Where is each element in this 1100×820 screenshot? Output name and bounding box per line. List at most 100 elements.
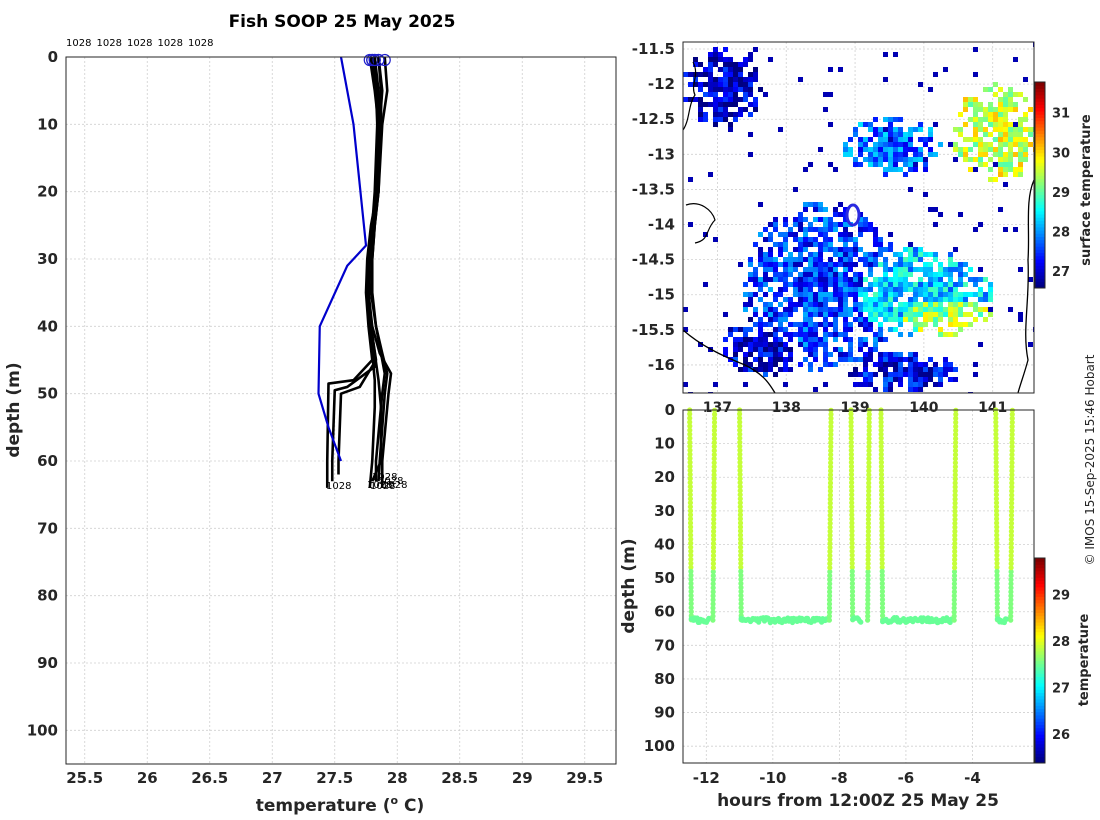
sst-cell (718, 67, 723, 72)
sst-cell (753, 277, 758, 282)
sst-cell (808, 162, 813, 167)
sst-cell (933, 207, 938, 212)
sst-cell (988, 287, 993, 292)
sst-cell (963, 102, 968, 107)
section-point (865, 524, 872, 530)
sst-cell (868, 317, 873, 322)
section-point (1008, 536, 1014, 543)
sst-cell (853, 157, 858, 162)
sst-cell (758, 297, 763, 302)
section-point (951, 573, 958, 579)
sst-cell (898, 382, 903, 387)
section-point (687, 500, 694, 506)
sst-cell (838, 202, 843, 207)
map-y-tick-label: -12.5 (632, 110, 675, 128)
section-point (688, 564, 694, 570)
sst-cell (898, 252, 903, 257)
sst-cell (838, 212, 843, 217)
section-point (827, 540, 833, 547)
sst-cell (748, 52, 753, 57)
section-point (848, 451, 855, 457)
colorbar-swatch (1035, 110, 1045, 115)
section-point (951, 577, 958, 583)
sst-cell (793, 292, 798, 297)
section-point (737, 524, 744, 530)
section-point (848, 423, 854, 429)
colorbar-swatch (1035, 213, 1045, 218)
section-point (879, 484, 885, 490)
section-point (711, 520, 717, 526)
sst-cell (953, 292, 958, 297)
sst-cell (918, 322, 923, 327)
sst-cell (783, 272, 788, 277)
sst-cell (913, 367, 918, 372)
section-point (688, 601, 694, 607)
sst-cell (998, 112, 1003, 117)
section-point (826, 613, 833, 619)
sst-cell (808, 287, 813, 292)
section-point (711, 423, 718, 430)
sst-cell (988, 297, 993, 302)
sst-cell (788, 347, 793, 352)
section-point (1008, 617, 1014, 623)
sst-cell (748, 257, 753, 262)
sst-cell (993, 117, 998, 122)
sst-cell (813, 307, 818, 312)
sst-cell (753, 347, 758, 352)
sst-cell (863, 372, 868, 377)
sst-cell (763, 267, 768, 272)
section-point (828, 431, 834, 438)
sst-cell (713, 97, 718, 102)
sst-cell (778, 342, 783, 347)
sst-cell (863, 227, 868, 232)
sst-cell (978, 342, 983, 347)
sst-cell (928, 267, 933, 272)
sst-cell (803, 337, 808, 342)
section-point (737, 516, 744, 522)
section-point (994, 564, 1000, 570)
sst-cell (808, 237, 813, 242)
sst-cell (813, 277, 818, 282)
section-point (865, 593, 871, 599)
section-point (952, 488, 958, 494)
sst-cell (763, 322, 768, 327)
sst-cell (853, 262, 858, 267)
profile-line (337, 56, 380, 475)
sst-cell (798, 212, 803, 217)
colorbar-swatch (1035, 191, 1045, 196)
section-point (952, 565, 958, 571)
section-point (828, 448, 834, 454)
section-point (688, 584, 694, 591)
sst-cell (728, 62, 733, 67)
section-point (737, 471, 743, 478)
sst-cell (838, 252, 843, 257)
section-point (1008, 573, 1014, 579)
sst-cell (1018, 152, 1023, 157)
sst-cell (878, 352, 883, 357)
sst-cell (763, 332, 768, 337)
section-point (953, 436, 959, 442)
sst-cell (903, 162, 908, 167)
sst-cell (833, 262, 838, 267)
sst-cell (883, 382, 888, 387)
sst-cell (883, 172, 888, 177)
section-point (879, 504, 885, 510)
sst-cell (1023, 117, 1028, 122)
sst-cell (793, 332, 798, 337)
sst-cell (773, 357, 778, 362)
section-point (952, 561, 958, 567)
sst-cell (773, 332, 778, 337)
sst-cell (853, 297, 858, 302)
sst-cell (833, 222, 838, 227)
sst-cell (863, 217, 868, 222)
sst-cell (928, 152, 933, 157)
colorbar-swatch (1035, 583, 1045, 588)
section-point (687, 516, 694, 522)
section-point (993, 471, 999, 478)
sst-cell (748, 77, 753, 82)
sst-cell (968, 137, 973, 142)
sst-cell (908, 147, 913, 152)
sst-cell (733, 67, 738, 72)
sst-cell (768, 302, 773, 307)
sst-cell (823, 247, 828, 252)
